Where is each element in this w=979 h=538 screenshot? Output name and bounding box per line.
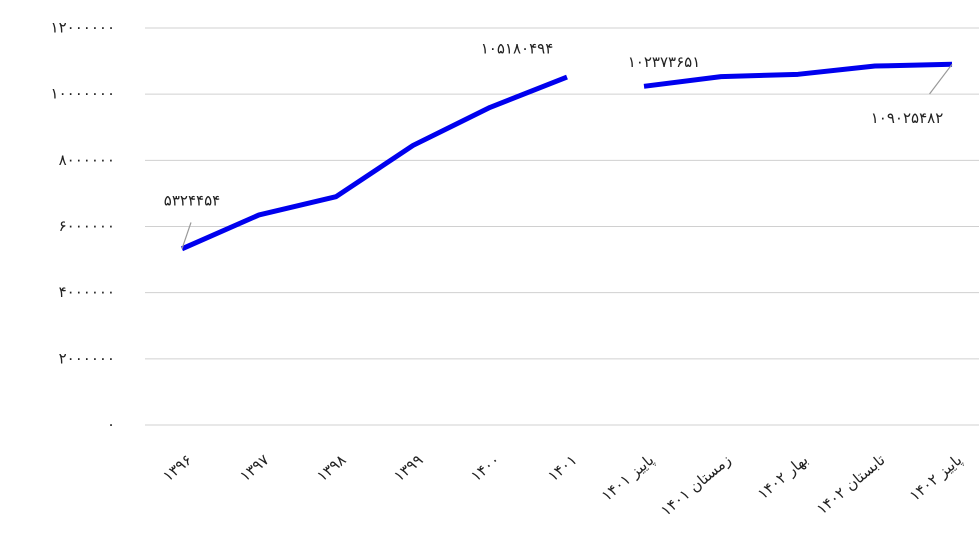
line-series [180, 74, 568, 252]
value-label: ۱۰۵۱۸۰۴۹۴ [481, 40, 554, 58]
y-tick-label: ۱۲۰۰۰۰۰۰ [51, 19, 115, 37]
y-tick-label: ۰ [107, 416, 115, 434]
x-tick-label: پاییز ۱۴۰۲ [906, 451, 966, 506]
x-tick-label: ۱۳۹۶ [159, 451, 195, 486]
leader-line [929, 63, 953, 95]
x-tick-label: ۱۳۹۹ [390, 451, 426, 486]
x-tick-label: پاییز ۱۴۰۱ [598, 451, 658, 506]
x-tick-label: زمستان ۱۴۰۱ [657, 451, 734, 520]
x-tick-label: ۱۴۰۰ [467, 451, 503, 486]
y-tick-label: ۴۰۰۰۰۰۰ [59, 283, 115, 301]
value-label: ۱۰۲۳۷۳۶۵۱ [628, 53, 701, 71]
y-tick-label: ۸۰۰۰۰۰۰ [59, 151, 115, 169]
x-tick-label: بهار ۱۴۰۲ [754, 451, 811, 503]
x-tick-label: تابستان ۱۴۰۲ [813, 451, 888, 518]
x-tick-label: ۱۳۹۸ [313, 451, 349, 486]
x-tick-label: ۱۴۰۱ [544, 451, 580, 486]
line-series [643, 61, 953, 89]
value-label: ۱۰۹۰۲۵۴۸۲ [871, 109, 944, 127]
leader-line [181, 222, 192, 250]
value-label: ۵۳۲۴۴۵۴ [164, 191, 220, 209]
y-tick-label: ۱۰۰۰۰۰۰۰ [51, 85, 115, 103]
y-tick-label: ۶۰۰۰۰۰۰ [59, 217, 115, 235]
x-tick-label: ۱۳۹۷ [236, 451, 272, 486]
y-tick-label: ۲۰۰۰۰۰۰ [59, 349, 115, 367]
